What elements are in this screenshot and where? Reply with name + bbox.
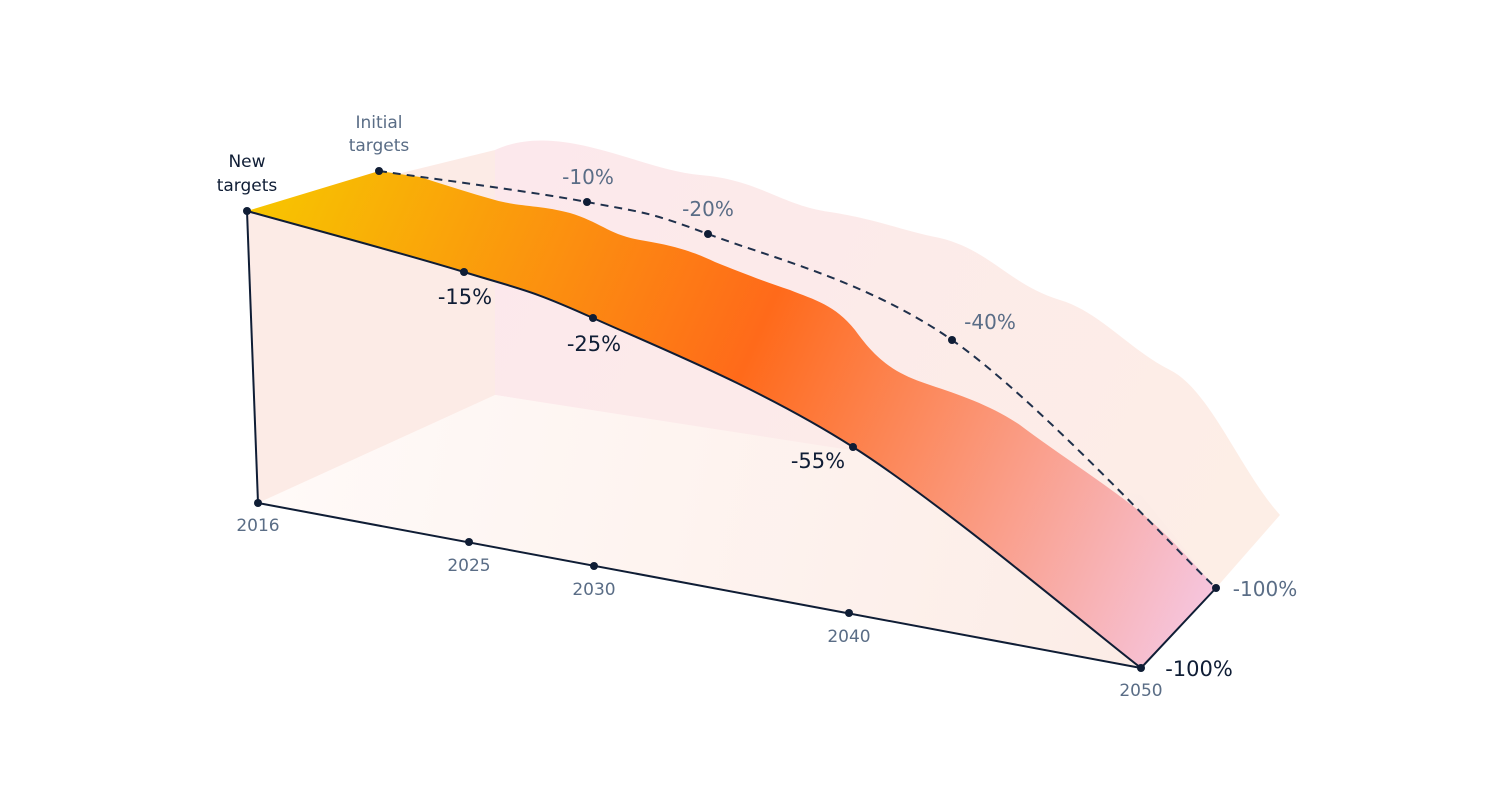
new-target-label-2025: -15%	[438, 285, 492, 309]
initial-targets-label-line1: Initial	[355, 113, 402, 133]
year-label-2040: 2040	[827, 627, 870, 647]
depth-axis-line	[1140, 587, 1217, 669]
initial-target-point-2030	[704, 230, 712, 238]
year-label-2025: 2025	[447, 556, 490, 576]
initial-target-label-2030: -20%	[682, 197, 734, 221]
year-tick-2016	[254, 499, 262, 507]
new-target-point-2025	[460, 268, 468, 276]
vertical-axis-line	[246, 210, 259, 504]
marks-layer: 2016 2025 2030 2040 2050 -15% -25% -55% -100% -10…	[236, 165, 1297, 701]
target-ribbon-area	[247, 171, 1216, 668]
year-tick-2030	[590, 562, 598, 570]
new-target-point-2040	[849, 443, 857, 451]
initial-target-label-2040: -40%	[964, 310, 1016, 334]
initial-targets-line	[378, 170, 1217, 589]
new-targets-line	[246, 210, 1142, 669]
initial-target-point-2016	[375, 167, 383, 175]
initial-target-point-2025	[583, 198, 591, 206]
new-target-label-2040: -55%	[791, 449, 845, 473]
year-axis-line	[257, 502, 1142, 669]
floor-plane	[258, 395, 1216, 668]
new-target-point-2030	[589, 314, 597, 322]
initial-target-label-2050: -100%	[1233, 577, 1297, 601]
initial-targets-label-line2: targets	[349, 136, 410, 156]
initial-target-point-2050	[1212, 584, 1220, 592]
new-targets-label-line1: New	[228, 152, 265, 172]
new-target-label-2030: -25%	[567, 332, 621, 356]
new-targets-label-line2: targets	[217, 176, 278, 196]
year-label-2016: 2016	[236, 516, 279, 536]
initial-target-label-2025: -10%	[562, 165, 614, 189]
year-label-2030: 2030	[572, 580, 615, 600]
year-tick-2025	[465, 538, 473, 546]
axes-layer	[246, 210, 1217, 669]
year-label-2050: 2050	[1119, 681, 1162, 701]
new-target-point-2016	[243, 207, 251, 215]
new-target-point-2050	[1137, 664, 1145, 672]
new-target-label-2050: -100%	[1165, 657, 1233, 681]
initial-target-point-2040	[948, 336, 956, 344]
year-tick-2040	[845, 609, 853, 617]
